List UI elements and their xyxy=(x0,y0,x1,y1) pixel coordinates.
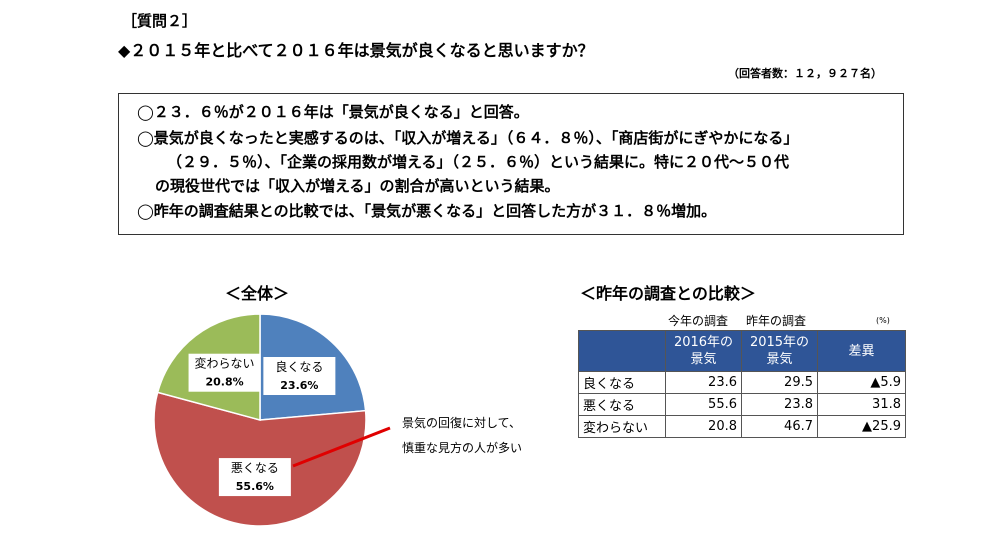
comparison-table: 2016年の 景気 2015年の 景気 差異 良くなる 23.6 29.5 ▲5.9 悪くなる… xyxy=(578,330,906,438)
table-cell: 2016年の 景気 xyxy=(665,330,742,372)
slice-value: 23.6% xyxy=(280,379,318,392)
label-box xyxy=(218,458,291,497)
slice-value: 55.6% xyxy=(236,480,274,493)
table-cell xyxy=(578,330,666,372)
summary-line: ◯景気が良くなったと実感するのは、「収入が増える」（６４．８％）、「商店街がにぎ… xyxy=(137,129,799,147)
table-cell: ▲5.9 xyxy=(817,371,906,394)
table-cell: 29.5 xyxy=(741,371,818,394)
table-cell: 55.6 xyxy=(665,393,742,416)
label-box xyxy=(188,353,261,392)
caption: (%) xyxy=(876,316,890,325)
question-label: ［質問２］ xyxy=(122,12,198,30)
table-cell: 23.6 xyxy=(665,371,742,394)
annotation: 慎重な見方の人が多い xyxy=(402,440,522,455)
respondents: （回答者数：１２，９２７名） xyxy=(728,67,882,80)
table-row: 良くなる 23.6 29.5 ▲5.9 xyxy=(578,371,906,394)
caption: 昨年の調査 xyxy=(746,314,807,328)
slice-label: 変わらない xyxy=(195,356,255,371)
summary-line: ◯２３．６％が２０１６年は「景気が良くなる」と回答。 xyxy=(137,103,529,121)
summary-line: の現役世代では「収入が増える」の割合が高いという結果。 xyxy=(155,177,560,195)
header-row: 2016年の 景気 2015年の 景気 差異 xyxy=(578,330,906,372)
summary-box: ◯２３．６％が２０１６年は「景気が良くなる」と回答。 ◯景気が良くなったと実感す… xyxy=(118,93,904,235)
summary-line: （２９．５％）、「企業の採用数が増える」（２５．６％）という結果に。特に２０代～… xyxy=(167,153,790,171)
question: ◆２０１５年と比べて２０１６年は景気が良くなると思いますか？ xyxy=(118,41,594,60)
slice-value: 20.8% xyxy=(205,376,243,389)
table-cell: 20.8 xyxy=(665,415,742,438)
summary-line: ◯昨年の調査結果との比較では、「景気が悪くなる」と回答した方が３１．８％増加。 xyxy=(137,202,717,220)
annotation: 景気の回復に対して、 xyxy=(402,415,521,430)
label-box xyxy=(263,357,336,396)
table-cell: 2015年の 景気 xyxy=(741,330,818,372)
slice-label: 良くなる xyxy=(275,359,323,374)
table-cell: 変わらない xyxy=(578,415,666,438)
table-cell: 31.8 xyxy=(817,393,906,416)
caption: 今年の調査 xyxy=(668,314,729,328)
table-cell: 46.7 xyxy=(741,415,818,438)
table-cell: 良くなる xyxy=(578,371,666,394)
table-cell: 23.8 xyxy=(741,393,818,416)
table-row: 変わらない 20.8 46.7 ▲25.9 xyxy=(578,415,906,438)
table-title: ＜昨年の調査との比較＞ xyxy=(580,284,756,303)
annotation-line xyxy=(292,426,391,468)
pie-title: ＜全体＞ xyxy=(225,284,290,303)
table-cell: 差異 xyxy=(817,330,906,372)
table-cell: 悪くなる xyxy=(578,393,666,416)
table-cell: ▲25.9 xyxy=(817,415,906,438)
table-row: 悪くなる 55.6 23.8 31.8 xyxy=(578,393,906,416)
slice-label: 悪くなる xyxy=(231,461,279,475)
